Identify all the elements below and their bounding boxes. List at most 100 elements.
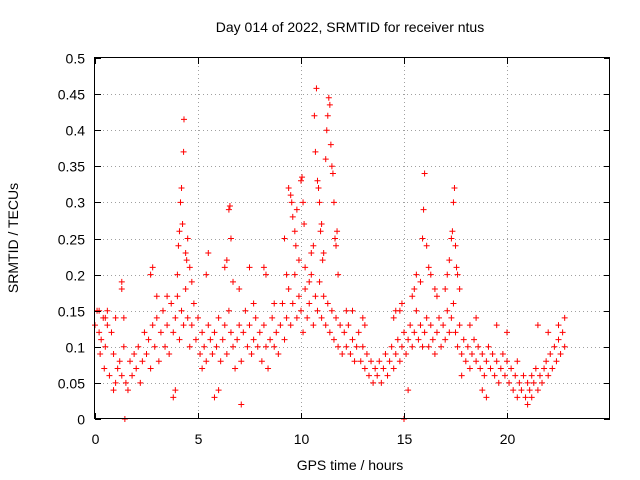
data-point (176, 228, 183, 235)
data-point (477, 365, 484, 372)
data-point (456, 322, 463, 329)
data-point (329, 170, 336, 177)
data-point (545, 329, 552, 336)
y-tick-label: 0.05 (58, 376, 85, 392)
data-point (250, 336, 257, 343)
data-point (454, 343, 461, 350)
data-point (285, 184, 292, 191)
data-point (415, 336, 422, 343)
data-point (324, 300, 331, 307)
plot-frame (94, 57, 610, 419)
y-tick-label: 0.1 (66, 340, 86, 356)
data-point (277, 322, 284, 329)
x-tick-label: 10 (294, 431, 310, 447)
data-point (316, 278, 323, 285)
data-point (221, 322, 228, 329)
y-tick-label: 0.45 (58, 87, 85, 103)
data-point (446, 257, 453, 264)
data-point (530, 379, 537, 386)
x-axis-label: GPS time / hours (297, 457, 404, 473)
data-point (479, 351, 486, 358)
data-point (96, 329, 103, 336)
data-point (429, 336, 436, 343)
data-point (223, 257, 230, 264)
data-point (376, 358, 383, 365)
y-tick-label: 0.2 (66, 268, 86, 284)
data-point (561, 343, 568, 350)
data-point (413, 271, 420, 278)
data-point (104, 307, 111, 314)
data-point (190, 300, 197, 307)
data-point (444, 271, 451, 278)
data-point (541, 365, 548, 372)
data-point (300, 329, 307, 336)
data-point (421, 170, 428, 177)
data-point (186, 343, 193, 350)
data-point (411, 329, 418, 336)
data-point (281, 235, 288, 242)
data-point (485, 343, 492, 350)
data-point (315, 184, 322, 191)
data-point (483, 358, 490, 365)
data-point (452, 242, 459, 249)
data-point (417, 278, 424, 285)
data-point (361, 322, 368, 329)
data-point (543, 358, 550, 365)
data-point (199, 329, 206, 336)
data-point (510, 387, 517, 394)
data-point (312, 148, 319, 155)
data-point (353, 343, 360, 350)
data-point (460, 336, 467, 343)
data-point (409, 343, 416, 350)
data-point (368, 358, 375, 365)
grid-layer (95, 58, 610, 419)
data-point (328, 307, 335, 314)
data-point (333, 314, 340, 321)
data-point (425, 264, 432, 271)
data-point (97, 351, 104, 358)
data-point (473, 358, 480, 365)
data-point (518, 387, 525, 394)
data-point (442, 336, 449, 343)
data-point (164, 322, 171, 329)
data-point (388, 343, 395, 350)
data-point (420, 206, 427, 213)
data-point (512, 372, 519, 379)
data-point (489, 351, 496, 358)
data-point (394, 336, 401, 343)
data-point (466, 322, 473, 329)
data-point (524, 379, 531, 386)
data-point (269, 314, 276, 321)
data-point (254, 343, 261, 350)
data-point (179, 221, 186, 228)
data-point (155, 358, 162, 365)
data-point (419, 235, 426, 242)
data-point (275, 351, 282, 358)
data-point (145, 336, 152, 343)
data-point (149, 264, 156, 271)
data-point (314, 177, 321, 184)
data-point (324, 112, 331, 119)
data-point (213, 343, 220, 350)
data-point (226, 203, 233, 210)
data-point (164, 293, 171, 300)
data-point (328, 163, 335, 170)
data-point (199, 365, 206, 372)
data-point (178, 184, 185, 191)
data-point (172, 314, 179, 321)
tick-layer: 0 0.05 0.1 0.15 0.2 0.25 0.3 0.35 0.4 0.45 0.5 0 5 10… (58, 51, 610, 447)
data-point (104, 322, 111, 329)
data-point (182, 249, 189, 256)
data-point (436, 314, 443, 321)
data-point (306, 278, 313, 285)
data-point (316, 199, 323, 206)
data-point (184, 314, 191, 321)
data-point (314, 307, 321, 314)
data-point (386, 358, 393, 365)
data-point (175, 242, 182, 249)
data-point (147, 271, 154, 278)
data-point (333, 242, 340, 249)
data-point (98, 336, 105, 343)
data-point (211, 394, 218, 401)
data-point (188, 278, 195, 285)
